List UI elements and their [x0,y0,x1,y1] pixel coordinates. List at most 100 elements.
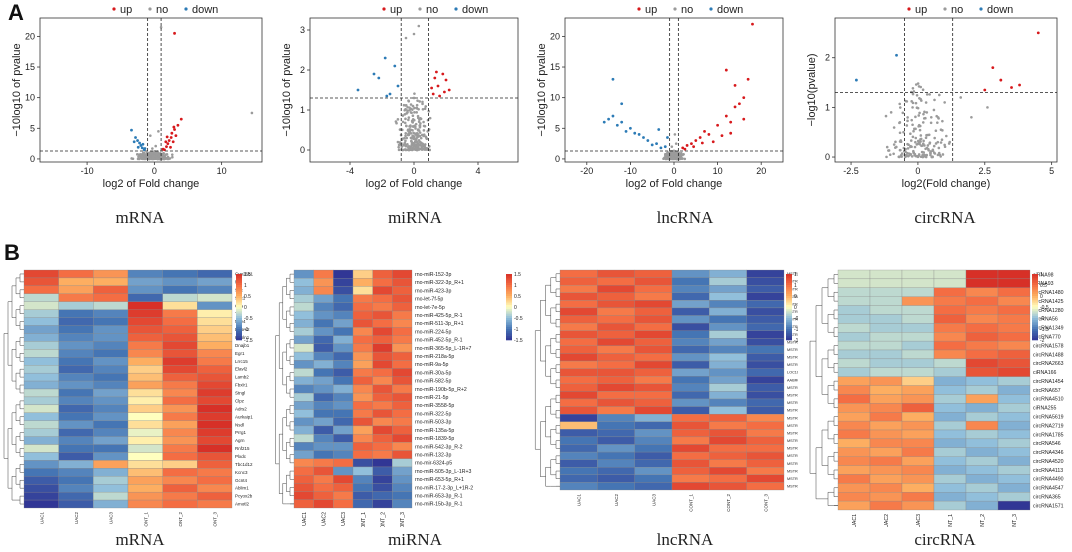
heatmap-cell [559,467,598,475]
heatmap-cell [997,420,1031,431]
x-axis-label: log2 of Fold change [626,178,723,190]
point-no [405,136,409,140]
heatmap-cell [352,343,373,353]
point-no [934,129,938,133]
heatmap-cell [93,309,129,318]
point-no [920,144,923,148]
heatmap-cell [997,323,1031,333]
dendrogram-branch [550,277,556,294]
heatmap-cell [901,456,935,466]
heatmap-cell [597,285,635,293]
point-no [410,140,413,143]
point-up [169,136,173,139]
point-no [679,151,683,155]
heatmap-cell [23,293,59,302]
row-label: Rnf215 [235,446,250,451]
dendrogram-branch [289,388,294,398]
color-legend-band [1032,322,1038,325]
dendrogram-branch [833,434,838,444]
heatmap-cell [901,447,935,457]
heatmap-cell [127,333,163,342]
heatmap-cell [559,300,598,309]
heatmap-cell [634,353,673,362]
point-no [154,144,158,148]
heatmap-cell [372,466,393,476]
dendrogram-branch [833,363,838,373]
heatmap-cell [23,412,59,421]
point-no [418,125,422,129]
heatmap-cell [933,438,967,448]
heatmap-cell [313,466,334,476]
point-no [400,128,404,132]
heatmap-caption-mirna: miRNA [388,530,442,549]
column-label: CONT_1 [361,512,367,527]
heatmap-cell [352,417,373,427]
heatmap-cell [709,292,747,301]
heatmap-cell [901,323,935,333]
heatmap-cell [293,458,314,468]
dendrogram-branch [827,491,834,506]
heatmap-cell [746,300,785,309]
heatmap-cell [127,293,163,302]
dendrogram-branch [821,287,828,324]
heatmap-cell [127,484,163,493]
column-label: UAC1 [852,514,858,527]
row-label: circRNA5619 [1033,414,1064,420]
point-no [420,141,423,145]
heatmap-cell [901,394,935,404]
color-legend-tick: -1 [1040,316,1045,322]
dendrogram-branch [289,306,294,316]
heatmap-cell [997,278,1031,288]
color-legend-band [236,324,242,328]
point-no [884,114,888,118]
point-no [909,90,913,94]
heatmap-cell [127,349,163,358]
heatmap-cell [127,468,163,477]
heatmap-cell [93,333,129,342]
heatmap-cell [372,458,393,468]
point-no [926,144,930,147]
heatmap-cell [313,327,334,336]
heatmap-cell [965,420,999,431]
heatmap-cell [837,269,871,280]
heatmap-cell [837,492,871,502]
heatmap-cell [837,323,871,333]
point-no [913,152,917,156]
point-up [447,88,451,92]
heatmap-cell [746,285,785,293]
dendrogram-branch [11,285,16,318]
row-label: Lamb2 [235,375,249,380]
heatmap-cell [597,482,635,491]
heatmap-cell [671,285,710,293]
heatmap-cell [869,456,903,466]
heatmap-cell [671,360,710,369]
heatmap-cell [709,406,747,415]
heatmap-cell [313,335,334,345]
point-no [943,101,946,104]
point-no [885,155,888,159]
color-legend-band [236,300,242,303]
row-label: circRNA4113 [1033,468,1063,474]
point-down [650,143,654,147]
heatmap-cell [372,409,393,418]
heatmap-cell [746,482,785,491]
color-legend-band [236,293,242,297]
heatmap-cell [597,277,635,286]
row-label: MSTRG.23195 [787,469,798,473]
heatmap-cell [933,420,967,431]
point-no [914,115,917,119]
heatmap-cell [162,436,198,445]
row-label: MSTRG.26648 [787,409,798,413]
y-tick-label: 5 [555,123,560,133]
heatmap-cell [93,484,129,493]
dendrogram-branch [15,436,20,453]
point-no [149,152,153,156]
point-no [906,116,909,119]
dendrogram-branch [545,406,551,438]
point-down [659,146,663,150]
heatmap-cell [372,294,393,303]
point-no [407,144,411,148]
heatmap-cell [671,269,710,278]
point-no [411,108,414,111]
